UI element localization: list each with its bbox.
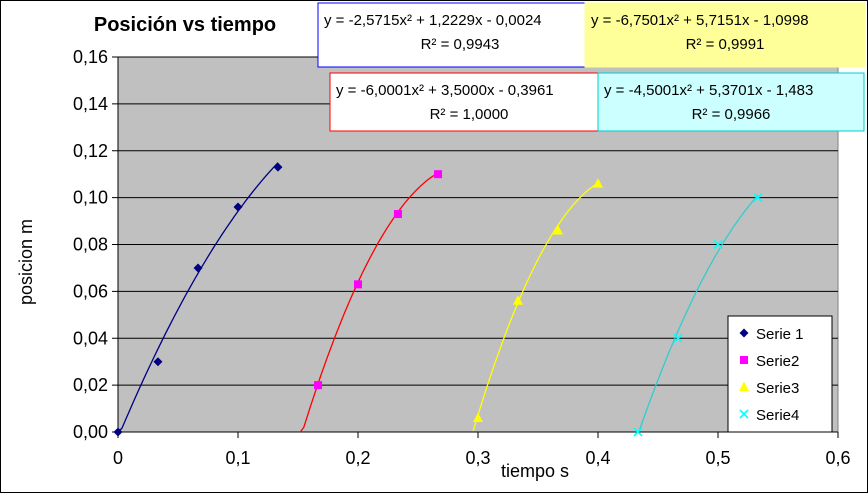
x-tick-label: 0	[113, 448, 123, 468]
trendline-label-text: y = -6,7501x² + 5,7151x - 1,0998 R² = 0,9…	[591, 12, 809, 53]
trendline-label-serie1: y = -2,5715x² + 1,2229x - 0,0024 R² = 0,9…	[317, 2, 603, 68]
y-tick-label: 0,14	[73, 94, 108, 114]
y-axis-title: posicion m	[16, 219, 36, 305]
data-point-serie1	[273, 162, 283, 172]
trendline-label-serie3: y = -6,7501x² + 5,7151x - 1,0998 R² = 0,9…	[584, 2, 866, 68]
marker-stroke	[739, 409, 749, 419]
y-tick-label: 0,02	[73, 375, 108, 395]
data-point-serie2	[393, 210, 402, 219]
x-tick-label: 0,4	[585, 448, 610, 468]
trendline-serie1	[117, 162, 279, 433]
trendline-label-text: y = -2,5715x² + 1,2229x - 0,0024 R² = 0,9…	[324, 12, 542, 53]
x-tick-label: 0,2	[345, 448, 370, 468]
trendline-equation: y = -6,7501x² + 5,7151x - 1,0998	[591, 12, 809, 29]
trendline-label-serie2: y = -6,0001x² + 3,5000x - 0,3961 R² = 1,0…	[329, 72, 609, 132]
trendline-equation: y = -2,5715x² + 1,2229x - 0,0024	[324, 12, 542, 29]
data-point-serie2	[314, 381, 323, 390]
data-point-serie3	[593, 178, 603, 188]
marker-stroke	[673, 333, 683, 343]
legend-entry: Serie 1	[756, 326, 804, 343]
trendline-serie2	[299, 172, 439, 433]
data-point-serie2	[434, 170, 443, 179]
marker-stroke	[753, 193, 763, 203]
trendline-r2: R² = 0,9991	[686, 36, 765, 53]
trendline-equation: y = -4,5001x² + 5,3701x - 1,483	[604, 82, 813, 99]
data-point-serie1	[193, 263, 203, 273]
trendline-label-box	[584, 2, 866, 68]
data-point-serie4	[673, 333, 683, 343]
data-point-serie4	[633, 427, 643, 437]
data-point-serie2	[354, 280, 362, 289]
y-tick-label: 0,16	[73, 47, 108, 67]
legend: Serie 1 Serie2 Serie3 Serie4	[727, 315, 833, 433]
data-point-serie1	[233, 202, 243, 212]
legend-entry: Serie3	[756, 380, 799, 397]
legend-entry: Serie4	[756, 407, 799, 424]
data-point-serie3	[473, 412, 483, 422]
marker-stroke	[713, 239, 723, 250]
trendline-label-text: y = -6,0001x² + 3,5000x - 0,3961 R² = 1,0…	[336, 82, 554, 123]
trendline-serie3	[472, 182, 599, 432]
data-point-serie1	[153, 357, 163, 367]
trendline-label-box	[597, 72, 865, 132]
x-axis-title: tiempo s	[501, 461, 569, 481]
x-tick-label: 0,5	[705, 448, 730, 468]
trendline-equation: y = -6,0001x² + 3,5000x - 0,3961	[336, 82, 554, 99]
x-tick-label: 0,6	[825, 448, 850, 468]
trendlines	[117, 162, 759, 433]
marker-stroke	[633, 427, 643, 437]
x-tick-label: 0,1	[225, 448, 250, 468]
chart-title: Posición vs tiempo	[94, 14, 276, 36]
trendline-r2: R² = 1,0000	[430, 106, 509, 123]
data-point-serie3	[553, 224, 564, 235]
trendline-label-box	[317, 2, 603, 68]
legend-marker	[739, 381, 749, 391]
y-tick-label: 0,00	[73, 422, 108, 442]
trendline-label-text: y = -4,5001x² + 5,3701x - 1,483 R² = 0,99…	[604, 82, 813, 123]
data-points	[113, 162, 763, 437]
y-tick-label: 0,12	[73, 141, 108, 161]
trendline-r2: R² = 0,9943	[421, 36, 500, 53]
trendline-r2: R² = 0,9966	[692, 106, 771, 123]
legend-marker	[739, 409, 749, 419]
y-tick-label: 0,08	[73, 235, 108, 255]
trendline-label-serie4: y = -4,5001x² + 5,3701x - 1,483 R² = 0,99…	[597, 72, 865, 132]
data-point-serie3	[512, 295, 523, 305]
x-tick-label: 0,3	[465, 448, 490, 468]
y-tick-label: 0,04	[73, 328, 108, 348]
data-point-serie1	[113, 427, 123, 437]
legend-marker	[739, 328, 749, 338]
y-tick-label: 0,06	[73, 281, 108, 301]
legend-marker	[740, 356, 748, 364]
trendline-labels: y = -2,5715x² + 1,2229x - 0,0024 R² = 0,9…	[317, 2, 866, 132]
data-point-serie4	[753, 193, 763, 203]
y-tick-label: 0,10	[73, 188, 108, 208]
data-point-serie4	[713, 239, 723, 250]
legend-entry: Serie2	[756, 353, 799, 370]
axes: 0,00 0,02 0,04 0,06 0,08 0,10 0,12 0,14 0,16 0 0,1…	[73, 47, 851, 468]
trendline-label-box	[329, 72, 609, 132]
trendline-serie4	[636, 194, 759, 433]
